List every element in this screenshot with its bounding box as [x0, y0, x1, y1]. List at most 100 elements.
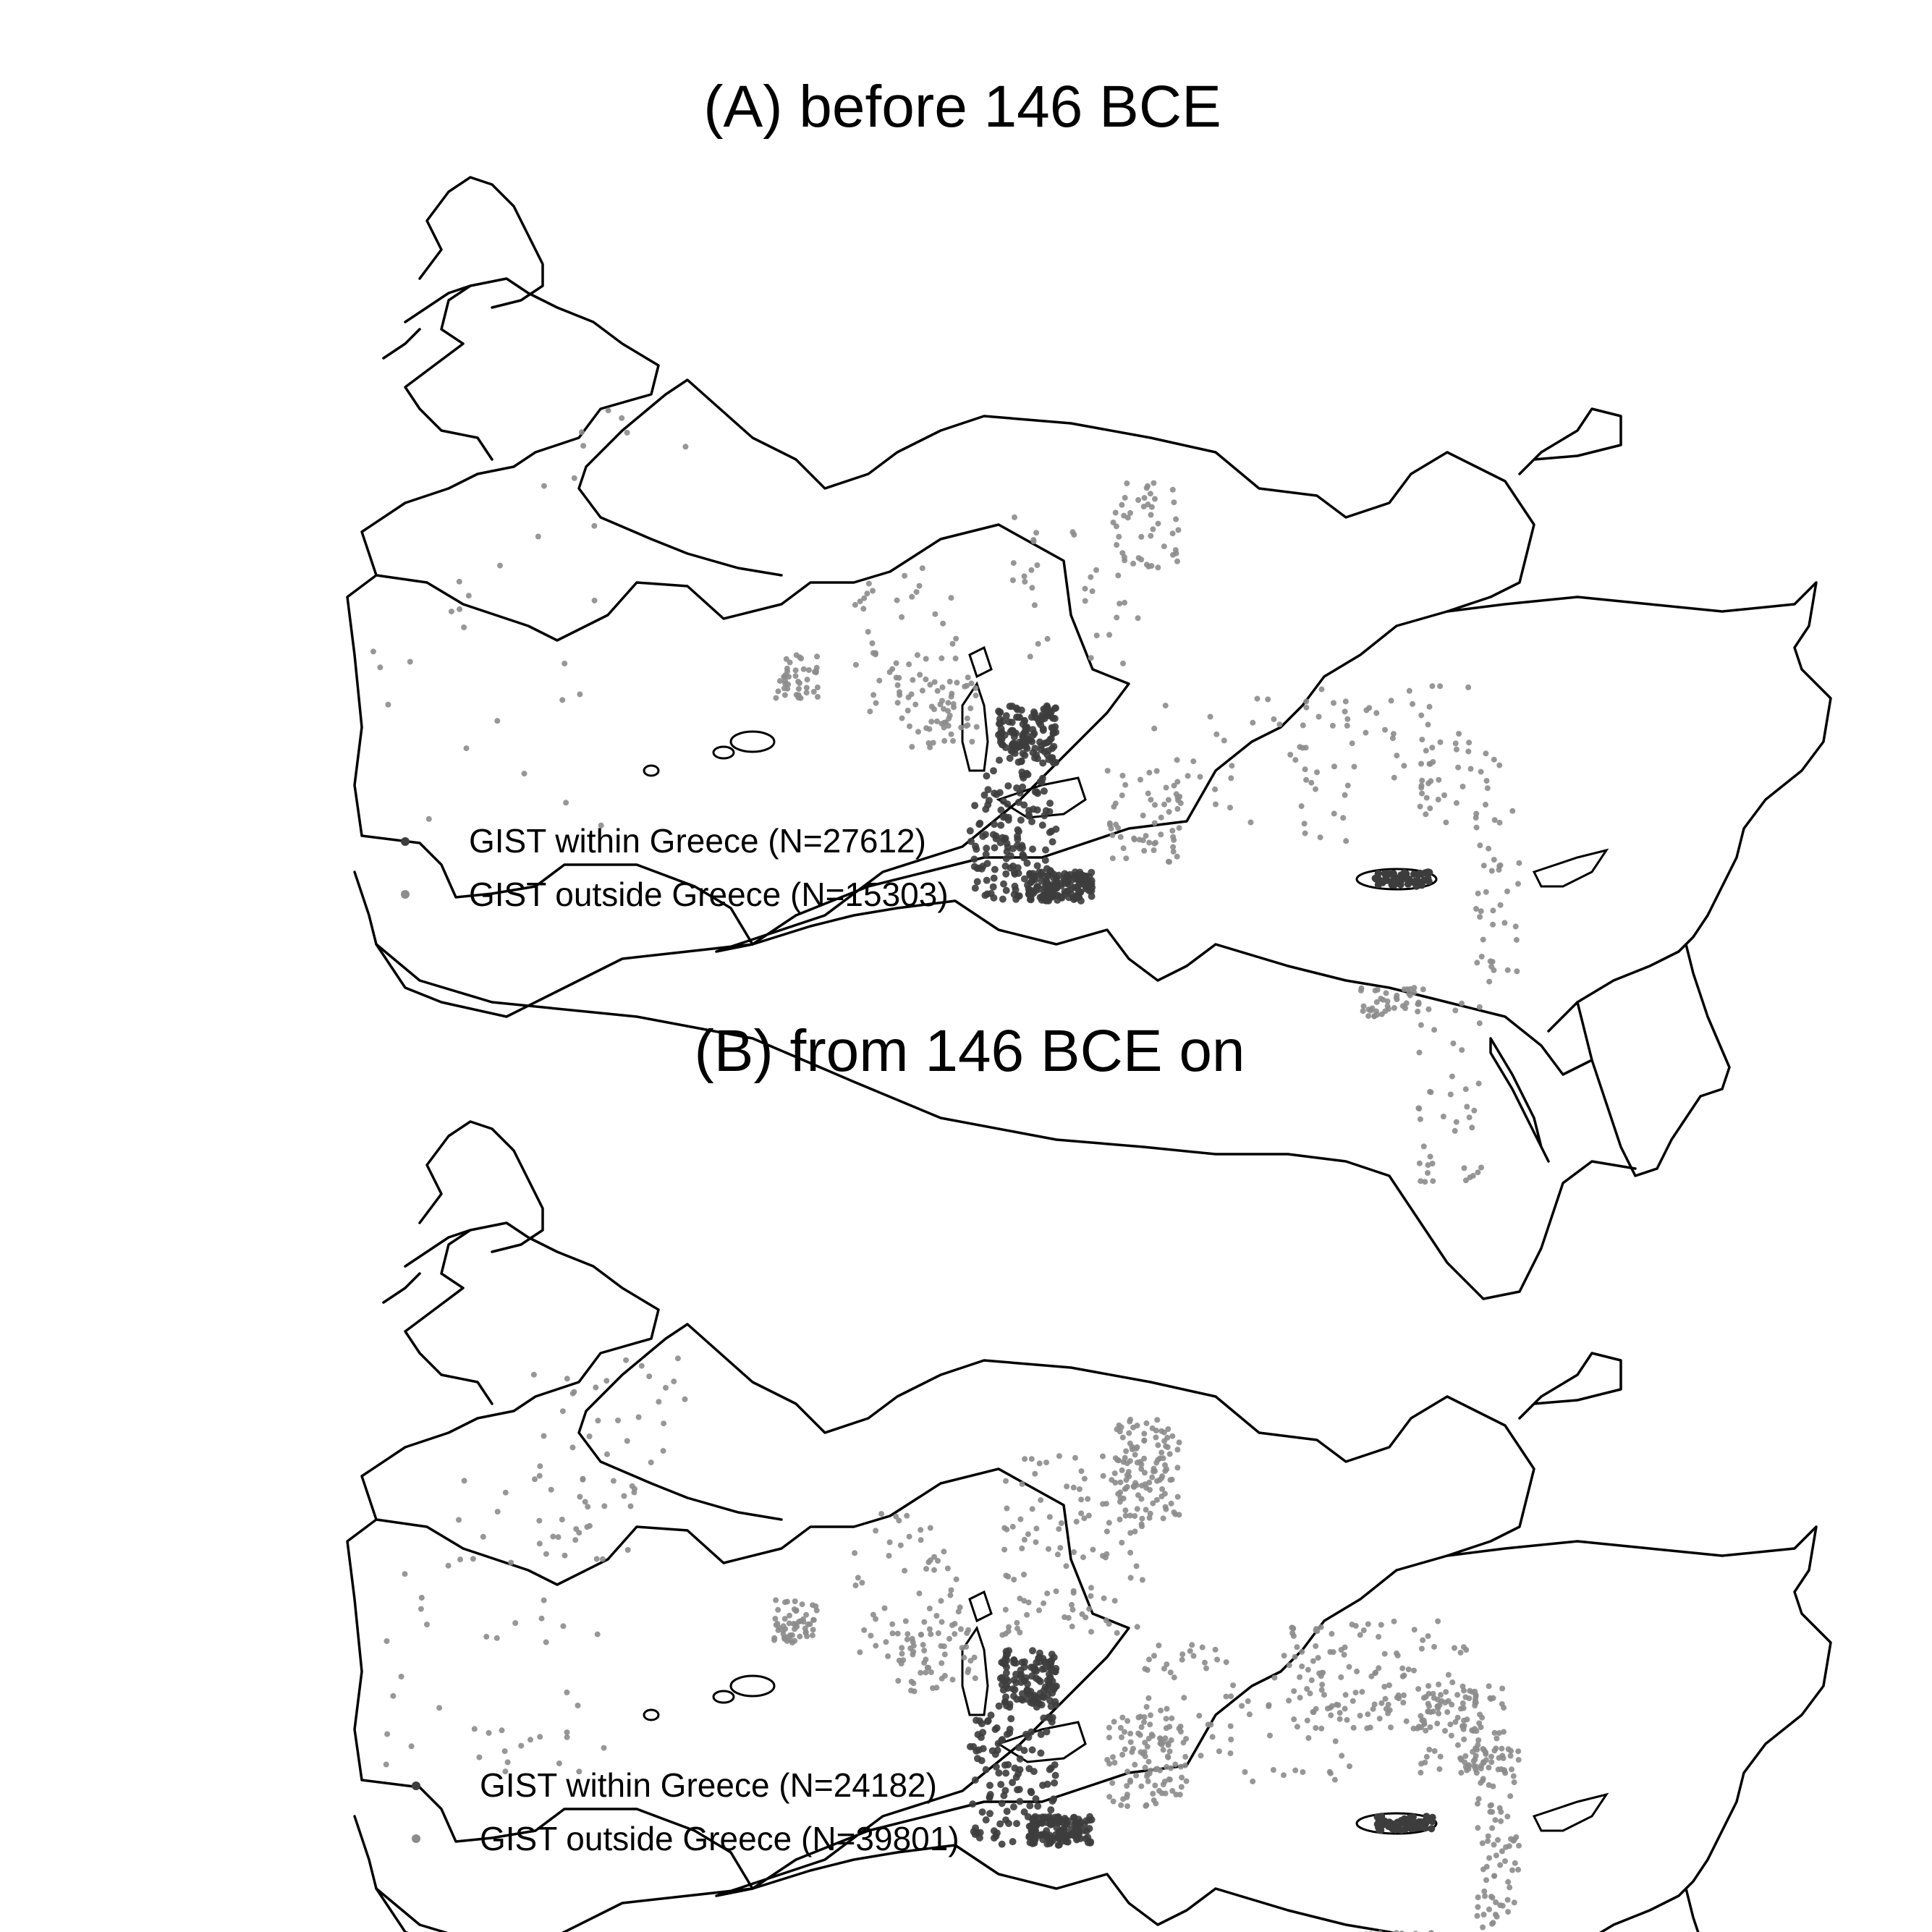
panel-b-point-outside: [1021, 1536, 1028, 1543]
panel-b-point-outside: [1511, 1899, 1517, 1906]
panel-b-point-outside: [1088, 1629, 1094, 1635]
panel-b-point-outside: [952, 1631, 958, 1637]
panel-b-point-outside: [1053, 1588, 1059, 1595]
panel-b-point-within: [1051, 1698, 1059, 1706]
panel-b-point-outside: [1132, 1452, 1138, 1458]
panel-b-point-outside: [1024, 1611, 1030, 1618]
panel-b-point-outside: [784, 1634, 791, 1640]
panel-b-point-outside: [1436, 1766, 1443, 1772]
panel-b-point-outside: [1153, 1766, 1159, 1773]
panel-b-point-outside: [603, 1378, 610, 1384]
panel-b-point-outside: [1209, 1734, 1216, 1740]
panel-a-point-outside: [792, 673, 799, 679]
panel-b-point-outside: [1054, 1551, 1061, 1558]
panel-a-point-outside: [915, 729, 921, 735]
panel-a-point-outside: [930, 740, 936, 746]
panel-a-point-within: [1388, 878, 1396, 886]
panel-b-point-outside: [1496, 1730, 1502, 1736]
panel-a-point-within: [1013, 713, 1020, 721]
panel-b-point-within: [1412, 1824, 1420, 1832]
panel-b-point-outside: [941, 1651, 948, 1658]
panel-b-point-outside: [895, 1677, 902, 1684]
panel-a-point-outside: [1440, 1114, 1446, 1119]
panel-a-point-within: [1046, 800, 1054, 808]
panel-b-point-within: [1031, 1665, 1038, 1673]
panel-b-point-outside: [939, 1660, 945, 1666]
panel-a-point-outside: [1151, 820, 1158, 826]
panel-b-point-outside: [1122, 1746, 1128, 1753]
panel-b-point-outside: [1480, 1760, 1487, 1766]
panel-b-point-outside: [1330, 1649, 1336, 1656]
panel-a-point-outside: [1302, 766, 1308, 773]
panel-b-point-outside: [1124, 1783, 1130, 1789]
panel-b-point-outside: [1134, 1506, 1140, 1512]
panel-b-point-outside: [1491, 1729, 1498, 1736]
panel-b-point-outside: [894, 1630, 901, 1637]
panel-b-point-outside: [1486, 1906, 1492, 1912]
panel-a-point-within: [1022, 724, 1030, 732]
panel-b-point-outside: [1435, 1618, 1441, 1624]
panel-a-point-outside: [1496, 819, 1503, 826]
panel-a-point-within: [973, 845, 980, 853]
panel-a-point-outside: [1174, 853, 1180, 860]
panel-a-point-outside: [1462, 1086, 1469, 1093]
panel-b-point-within: [1001, 1787, 1009, 1795]
panel-b-point-outside: [1494, 1735, 1500, 1742]
panel-b-point-outside: [1127, 1512, 1133, 1519]
panel-b-point-outside: [1442, 1728, 1448, 1734]
panel-b-point-outside: [555, 1534, 562, 1541]
panel-b-point-outside: [1141, 1455, 1148, 1462]
panel-a-point-within: [1012, 704, 1020, 712]
panel-a-point-outside: [1161, 801, 1167, 808]
panel-b-point-within: [1048, 1689, 1056, 1697]
panel-b-point-outside: [1124, 1803, 1130, 1810]
panel-a-point-outside: [1425, 1006, 1432, 1012]
panel-a-point-outside: [1418, 784, 1425, 791]
panel-b-point-outside: [1492, 1817, 1499, 1823]
panel-b-point-outside: [1470, 1748, 1476, 1755]
panel-b-point-outside: [1163, 1716, 1169, 1722]
panel-b-point-outside: [1041, 1600, 1047, 1606]
panel-a-point-outside: [905, 694, 912, 700]
panel-a-point-outside: [541, 483, 547, 489]
panel-b-point-within: [998, 1737, 1006, 1744]
panel-b-point-outside: [1431, 1747, 1438, 1754]
panel-a-point-outside: [1476, 1004, 1483, 1010]
panel-a-point-outside: [782, 680, 788, 687]
panel-a-point-outside: [1420, 1143, 1427, 1150]
panel-b-point-outside: [1071, 1549, 1077, 1555]
panel-a-point-outside: [1467, 766, 1474, 772]
panel-b-point-outside: [1463, 1647, 1470, 1653]
panel-a-point-outside: [1170, 844, 1177, 850]
panel-a-point-within: [996, 734, 1004, 742]
panel-a-point-outside: [876, 677, 883, 684]
panel-a-point-outside: [1426, 703, 1433, 710]
panel-b-point-outside: [1174, 1465, 1181, 1471]
panel-b-point-outside: [1149, 1474, 1156, 1480]
panel-a-point-within: [1374, 881, 1382, 889]
panel-a-point-outside: [1473, 906, 1479, 912]
panel-b-point-outside: [961, 1654, 967, 1661]
panel-b-point-within: [1028, 1746, 1036, 1754]
panel-b-point-outside: [1504, 1813, 1511, 1820]
panel-a-point-outside: [1088, 655, 1094, 661]
panel-a-point-within: [1019, 844, 1027, 852]
panel-a-point-outside: [1422, 1179, 1428, 1185]
panel-b-point-outside: [1168, 1500, 1174, 1507]
panel-b-point-outside: [771, 1635, 778, 1641]
panel-a-point-outside: [591, 597, 598, 603]
panel-a-point-outside: [1152, 496, 1158, 502]
panel-b-point-outside: [1436, 1681, 1442, 1687]
panel-a-point-outside: [1415, 1105, 1422, 1111]
panel-b-point-outside: [1154, 1417, 1161, 1423]
panel-a-point-outside: [1469, 1124, 1475, 1131]
panel-b-point-within: [1038, 1665, 1046, 1673]
panel-b-point-outside: [1183, 1778, 1190, 1784]
panel-a-point-outside: [1373, 999, 1380, 1005]
panel-a-point-within: [1088, 868, 1096, 876]
panel-b-point-outside: [1110, 1754, 1116, 1761]
panel-b-point-outside: [1165, 1426, 1172, 1432]
panel-b-point-outside: [810, 1617, 816, 1623]
panel-a-point-outside: [1140, 813, 1146, 818]
panel-a-point-within: [1002, 712, 1010, 720]
